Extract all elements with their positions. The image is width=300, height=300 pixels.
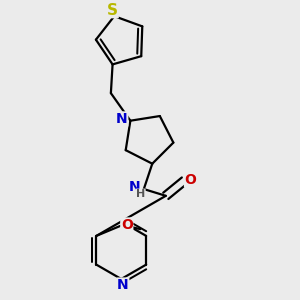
Text: O: O [184,173,196,187]
Text: S: S [107,3,118,18]
Text: N: N [128,180,140,194]
Text: N: N [117,278,129,292]
Text: H: H [136,189,145,199]
Text: N: N [116,112,128,126]
Text: O: O [121,218,133,232]
